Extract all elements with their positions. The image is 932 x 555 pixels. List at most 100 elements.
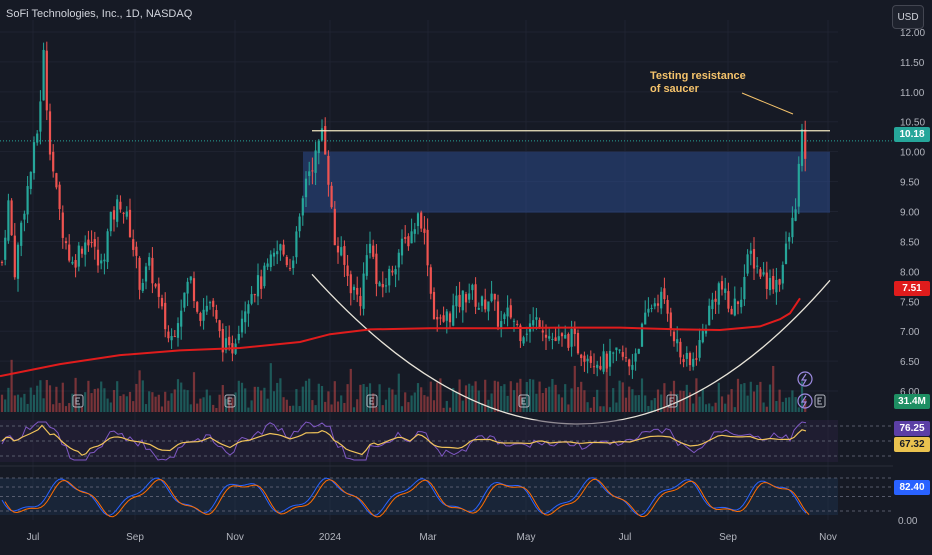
volume-bar: [640, 378, 644, 412]
candle-body: [253, 294, 256, 296]
candle-body: [797, 163, 800, 207]
volume-bar: [13, 395, 16, 412]
volume-bar: [29, 387, 32, 412]
candle-body: [439, 317, 442, 319]
volume-bar: [423, 395, 426, 412]
price-tick-label: 12.00: [900, 28, 925, 39]
volume-bar: [708, 403, 711, 412]
candle-body: [506, 307, 509, 317]
candle-body: [285, 256, 288, 266]
candle-body: [272, 252, 276, 257]
candle-body: [573, 328, 576, 335]
candle-body: [39, 101, 42, 132]
volume-bar: [173, 389, 176, 412]
time-tick-label: Nov: [226, 532, 244, 543]
candle-body: [71, 261, 74, 264]
volume-bar: [391, 389, 394, 412]
candle-body: [32, 142, 36, 174]
volume-bar: [698, 396, 701, 412]
lightning-icon: [800, 373, 808, 386]
candle-body: [429, 267, 432, 294]
candle-body: [768, 277, 772, 291]
volume-bar: [26, 403, 29, 412]
earnings-marker[interactable]: [518, 394, 530, 408]
candle-body: [26, 186, 29, 215]
volume-bar: [544, 388, 548, 412]
volume-bar: [413, 392, 416, 412]
volume-bar: [644, 395, 647, 412]
price-tick-label: 6.00: [900, 387, 920, 398]
earnings-marker[interactable]: [666, 394, 678, 408]
volume-bar: [615, 402, 618, 412]
volume-bar: [464, 385, 468, 412]
volume-bar: [490, 393, 493, 412]
volume-bar: [276, 382, 279, 412]
candle-body: [605, 353, 608, 369]
volume-bar: [304, 380, 308, 412]
candle-body: [292, 260, 295, 269]
volume-bar: [717, 382, 720, 412]
volume-bar: [634, 395, 637, 412]
earnings-icon: [227, 397, 232, 405]
candle-body: [736, 301, 740, 305]
volume-bar: [711, 406, 714, 412]
candle-body: [733, 298, 736, 316]
candle-body: [711, 299, 714, 310]
candle-body: [372, 245, 375, 257]
volume-bar: [39, 380, 42, 412]
volume-bar: [320, 386, 324, 412]
candle-body: [474, 284, 477, 307]
candle-body: [452, 305, 455, 326]
earnings-marker-box: [814, 394, 826, 408]
volume-bar: [48, 385, 52, 412]
volume-bar: [445, 400, 448, 412]
candle-body: [647, 308, 650, 313]
volume-bar: [285, 399, 288, 412]
price-tick-label: 11.50: [900, 58, 925, 69]
price-axis[interactable]: 12.00 11.50 11.00 10.50 10.00 9.50 9.00 8.50 8.0…: [900, 28, 925, 398]
candle-body: [759, 269, 762, 277]
candle-body: [468, 293, 471, 300]
candle-body: [80, 248, 84, 254]
candle-body: [458, 294, 461, 307]
earnings-marker[interactable]: [814, 394, 826, 408]
volume-bar: [554, 384, 557, 412]
volume-bar: [244, 388, 247, 412]
volume-bar: [448, 407, 452, 412]
candle-body: [512, 320, 516, 322]
earnings-marker[interactable]: [72, 394, 84, 408]
volume-bar: [535, 393, 538, 412]
currency-button[interactable]: USD: [892, 5, 924, 29]
candle-body: [330, 185, 333, 208]
volume-bar: [375, 406, 378, 412]
candle-body: [247, 304, 250, 314]
volume-bar: [580, 381, 583, 412]
earnings-markers[interactable]: [72, 371, 826, 409]
time-axis[interactable]: Jul Sep Nov 2024 Mar May Jul Sep Nov: [27, 532, 837, 543]
candle-body: [394, 269, 397, 275]
supply-zone: [303, 151, 830, 213]
chart-title: SoFi Technologies, Inc., 1D, NASDAQ: [6, 8, 193, 20]
candle-body: [90, 241, 93, 243]
candle-body: [304, 178, 308, 198]
candle-body: [436, 317, 439, 320]
earnings-marker[interactable]: [366, 394, 378, 408]
volume-bar: [263, 387, 266, 412]
volume-bar: [272, 391, 276, 412]
earnings-marker[interactable]: [224, 394, 236, 408]
volume-bar: [756, 384, 759, 412]
candle-body: [404, 237, 407, 239]
volume-bar: [295, 389, 298, 412]
candle-body: [548, 336, 551, 339]
price-tick-label: 8.50: [900, 237, 920, 248]
rsi-pane[interactable]: [0, 420, 893, 467]
candle-body: [509, 305, 512, 318]
volume-bar: [759, 381, 762, 412]
volume-bar: [32, 394, 36, 412]
candle-body: [724, 288, 727, 293]
candle-body: [503, 314, 506, 320]
volume-bar: [509, 381, 512, 412]
stochastic-pane[interactable]: 0.00: [0, 477, 918, 527]
